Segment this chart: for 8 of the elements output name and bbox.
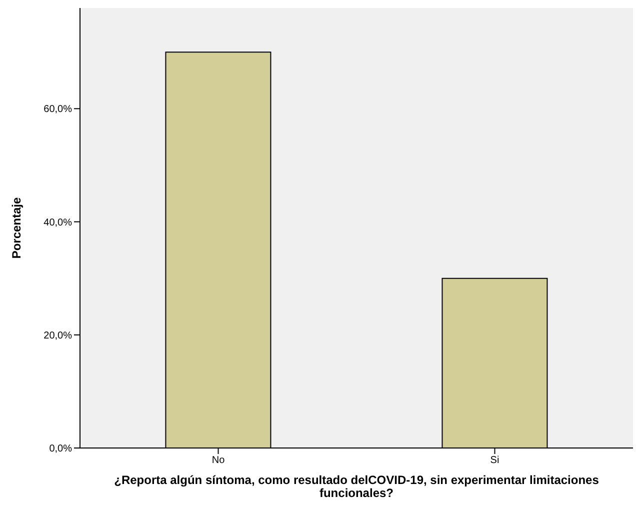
x-tick-label: No	[212, 455, 226, 466]
y-tick-label: 0,0%	[49, 444, 72, 455]
y-tick-label: 40,0%	[44, 217, 72, 228]
y-tick-label: 20,0%	[44, 330, 72, 342]
y-tick-label: 60,0%	[44, 104, 72, 116]
x-tick-label: Si	[490, 455, 500, 466]
y-axis-title: Porcentaje	[9, 196, 24, 259]
x-axis-title: ¿Reporta algún síntoma, como resultado delCOVID-19, sin experimentar limitaciones funcionales?	[113, 473, 600, 500]
